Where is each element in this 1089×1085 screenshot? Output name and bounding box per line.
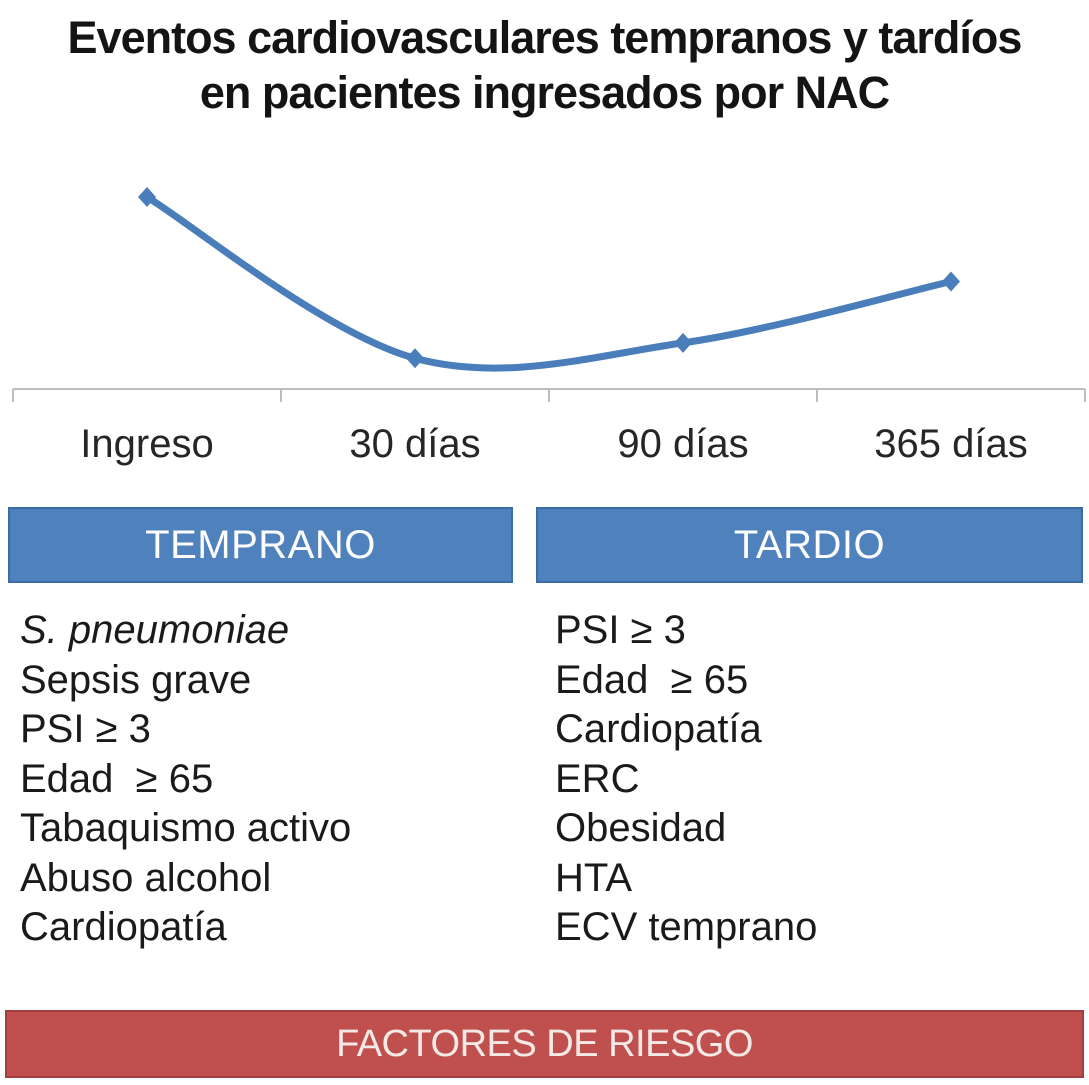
risk-curve-svg bbox=[12, 187, 1086, 402]
risk-factor-item: HTA bbox=[555, 855, 633, 900]
x-axis-tick-label: Ingreso bbox=[80, 421, 214, 466]
risk-factor-item: Cardiopatía bbox=[20, 905, 227, 949]
tardio-list: PSI ≥ 3 Edad ≥ 65 Cardiopatía ERC Obesidad HT… bbox=[555, 606, 817, 953]
data-point-marker bbox=[674, 332, 692, 353]
x-axis-tick-label: 30 días bbox=[349, 421, 481, 466]
risk-factor-item: ECV temprano bbox=[555, 905, 818, 949]
temprano-header-label: TEMPRANO bbox=[145, 522, 376, 567]
risk-curve-path bbox=[143, 193, 955, 372]
risk-factor-item: Abuso alcohol bbox=[20, 855, 272, 900]
x-axis-tick-label: 90 días bbox=[617, 421, 749, 466]
x-axis-tick-label: 365 días bbox=[874, 421, 1028, 466]
risk-factor-item: PSI ≥ 3 bbox=[555, 608, 686, 652]
temprano-header-bar: TEMPRANO bbox=[8, 507, 513, 583]
data-point-marker bbox=[138, 187, 156, 207]
tardio-header-bar: TARDIO bbox=[536, 507, 1083, 583]
data-point-marker bbox=[406, 348, 424, 369]
risk-factor-item: Obesidad bbox=[555, 806, 727, 850]
risk-factors-footer-label: FACTORES DE RIESGO bbox=[336, 1022, 753, 1065]
risk-factor-item: Edad ≥ 65 bbox=[555, 657, 749, 702]
figure-title-line-1: Eventos cardiovasculares tempranos y tar… bbox=[67, 12, 1023, 63]
figure-title: Eventos cardiovasculares tempranos y tar… bbox=[0, 10, 1089, 120]
risk-factor-item: Tabaquismo activo bbox=[20, 806, 352, 850]
data-point-marker bbox=[942, 271, 960, 292]
temprano-list: S. pneumoniae Sepsis grave PSI ≥ 3 Edad ≥ 6… bbox=[20, 606, 351, 953]
risk-factor-item: Cardiopatía bbox=[555, 707, 762, 751]
figure-title-line-2: en pacientes ingresados por NAC bbox=[199, 67, 890, 118]
risk-factor-item: PSI ≥ 3 bbox=[20, 707, 151, 751]
risk-factor-item: S. pneumoniae bbox=[20, 608, 290, 652]
risk-factor-item: Edad ≥ 65 bbox=[20, 756, 214, 801]
risk-factors-footer-bar: FACTORES DE RIESGO bbox=[5, 1010, 1084, 1078]
risk-factor-item: Sepsis grave bbox=[20, 657, 252, 702]
tardio-header-label: TARDIO bbox=[733, 522, 886, 567]
x-axis-labels: Ingreso 30 días 90 días 365 días bbox=[13, 419, 1085, 469]
risk-factor-item: ERC bbox=[555, 756, 640, 801]
